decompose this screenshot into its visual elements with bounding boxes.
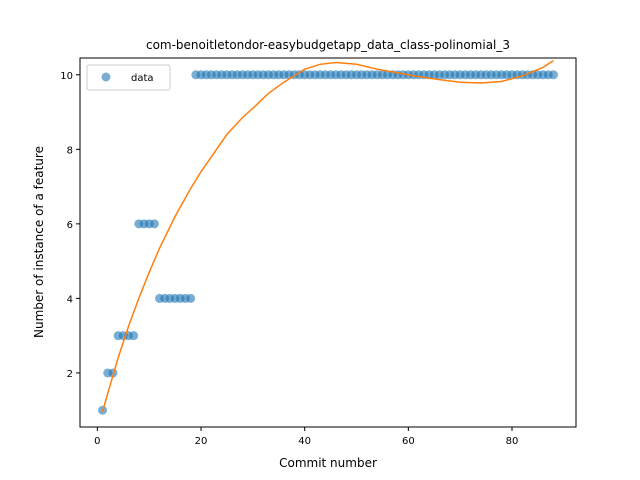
axis-ticks: 0 20 40 60 80 2 4 6 8 10 [60, 71, 518, 447]
data-point [108, 368, 118, 378]
y-tick-label: 2 [67, 369, 73, 380]
y-axis-label: Number of instance of a feature [32, 146, 46, 338]
x-tick-label: 60 [402, 436, 415, 447]
data-point [186, 293, 196, 303]
x-tick-label: 20 [195, 436, 208, 447]
x-tick-label: 40 [298, 436, 311, 447]
legend-label-data: data [131, 73, 154, 84]
y-tick-label: 4 [67, 294, 73, 305]
legend: data [86, 64, 171, 91]
y-tick-label: 10 [60, 71, 73, 82]
data-point [548, 70, 558, 80]
chart-title: com-benoitletondor-easybudgetapp_data_cl… [146, 38, 510, 52]
x-axis-label: Commit number [279, 456, 377, 470]
y-tick-label: 8 [67, 145, 73, 156]
fit-line [101, 59, 554, 413]
x-tick-label: 80 [506, 436, 519, 447]
legend-marker-data [101, 72, 111, 82]
data-point [149, 219, 159, 229]
data-point [129, 331, 139, 341]
x-tick-label: 0 [94, 436, 100, 447]
plot-area [98, 59, 558, 415]
y-tick-label: 6 [67, 220, 73, 231]
plot-frame [79, 57, 577, 428]
legend-box [86, 64, 171, 91]
